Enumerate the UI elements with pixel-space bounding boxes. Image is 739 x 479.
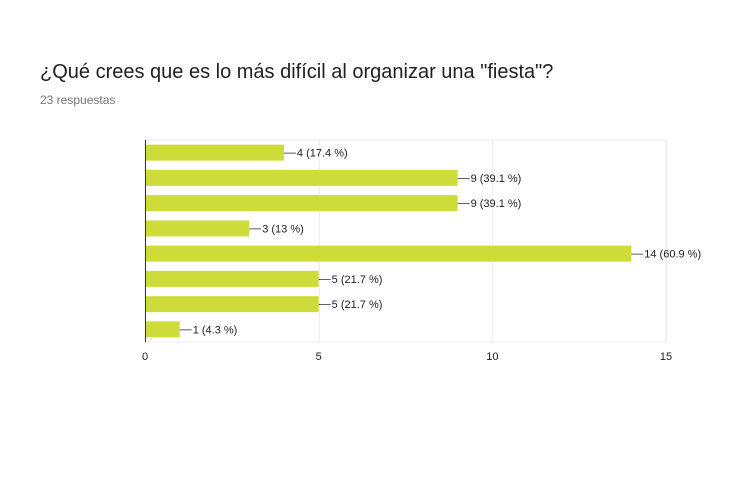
question-title: ¿Qué crees que es lo más difícil al orga…	[40, 61, 554, 83]
data-label: 4 (17.4 %)	[297, 148, 348, 160]
bar	[145, 321, 180, 338]
data-labels: 4 (17.4 %) 9 (39.1 %) 9 (39.1 %) 3 (13 %) 14…	[193, 148, 701, 337]
data-label: 14 (60.9 %)	[644, 249, 701, 261]
data-label: 9 (39.1 %)	[471, 173, 522, 185]
data-label: 5 (21.7 %)	[332, 299, 383, 311]
response-count: 23 respuestas	[40, 93, 116, 107]
bar	[145, 144, 284, 161]
x-tick-label: 0	[142, 351, 148, 363]
x-tick-label: 10	[486, 351, 498, 363]
x-tick-label: 15	[660, 351, 672, 363]
bar	[145, 169, 458, 186]
bar	[145, 296, 319, 313]
data-label: 9 (39.1 %)	[471, 198, 522, 210]
bar	[145, 270, 319, 287]
x-tick-label: 5	[316, 351, 322, 363]
bars	[145, 144, 632, 338]
data-label: 3 (13 %)	[262, 223, 304, 235]
bar	[145, 195, 458, 212]
bar	[145, 220, 250, 237]
data-label: 1 (4.3 %)	[193, 324, 238, 336]
leader-lines	[179, 152, 644, 331]
x-axis: 0 5 10 15	[142, 140, 672, 363]
bar	[145, 245, 632, 262]
data-label: 5 (21.7 %)	[332, 274, 383, 286]
